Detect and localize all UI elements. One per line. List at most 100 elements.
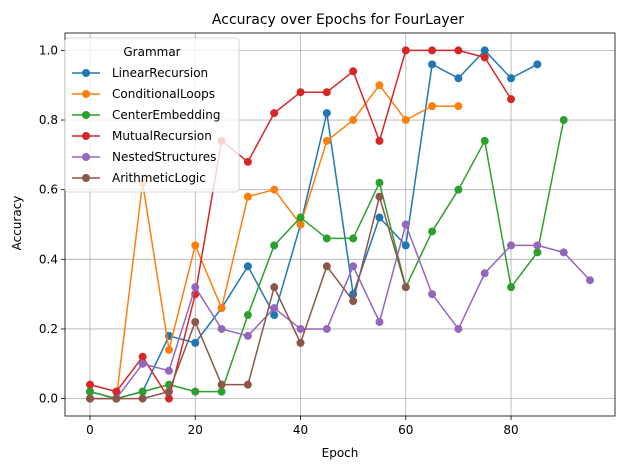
data-point-center-embedding — [480, 136, 489, 145]
y-tick-label: 0.2 — [39, 322, 58, 336]
legend-marker-conditional-loops — [82, 90, 90, 98]
data-point-linear-recursion — [243, 262, 252, 271]
data-point-linear-recursion — [533, 60, 542, 69]
data-point-conditional-loops — [428, 102, 437, 111]
data-point-linear-recursion — [322, 109, 331, 118]
series-line-linear-recursion — [89, 49, 538, 400]
data-point-linear-recursion — [191, 338, 200, 347]
data-point-arithmetic-logic — [138, 394, 147, 403]
legend-entry-arithmetic-logic: ArithmeticLogic — [72, 171, 206, 185]
legend-label-arithmetic-logic: ArithmeticLogic — [112, 171, 206, 185]
x-tick-label: 0 — [86, 423, 94, 437]
data-point-nested-structures — [507, 241, 516, 250]
series-nested-structures — [86, 220, 594, 403]
data-point-conditional-loops — [375, 81, 384, 90]
x-tick-label: 80 — [503, 423, 518, 437]
data-point-nested-structures — [243, 331, 252, 340]
data-point-arithmetic-logic — [401, 283, 410, 292]
legend-entry-mutual-recursion: MutualRecursion — [72, 129, 212, 143]
legend-marker-nested-structures — [82, 153, 90, 161]
legend-label-nested-structures: NestedStructures — [112, 150, 216, 164]
data-point-mutual-recursion — [428, 46, 437, 55]
data-point-nested-structures — [428, 290, 437, 299]
data-point-arithmetic-logic — [375, 192, 384, 201]
legend-label-center-embedding: CenterEmbedding — [112, 108, 220, 122]
legend-marker-linear-recursion — [82, 69, 90, 77]
legend-marker-mutual-recursion — [82, 132, 90, 140]
data-point-conditional-loops — [243, 192, 252, 201]
data-point-nested-structures — [296, 324, 305, 333]
data-point-center-embedding — [428, 227, 437, 236]
legend-label-mutual-recursion: MutualRecursion — [112, 129, 212, 143]
y-tick-label: 0.6 — [39, 183, 58, 197]
x-tick-label: 20 — [188, 423, 203, 437]
legend-label-conditional-loops: ConditionalLoops — [112, 87, 215, 101]
data-point-center-embedding — [191, 387, 200, 396]
data-point-arithmetic-logic — [164, 387, 173, 396]
legend-marker-center-embedding — [82, 111, 90, 119]
data-point-linear-recursion — [428, 60, 437, 69]
data-point-nested-structures — [586, 276, 594, 285]
series-mutual-recursion — [86, 46, 516, 403]
data-point-arithmetic-logic — [112, 394, 121, 403]
data-point-center-embedding — [349, 234, 358, 243]
data-point-nested-structures — [454, 324, 463, 333]
data-point-center-embedding — [533, 248, 542, 257]
data-point-conditional-loops — [454, 102, 463, 111]
legend-label-linear-recursion: LinearRecursion — [112, 66, 208, 80]
data-point-conditional-loops — [217, 304, 226, 313]
data-point-conditional-loops — [322, 136, 331, 145]
data-point-mutual-recursion — [164, 394, 173, 403]
data-point-center-embedding — [322, 234, 331, 243]
legend-marker-arithmetic-logic — [82, 174, 90, 182]
data-point-arithmetic-logic — [191, 317, 200, 326]
data-point-nested-structures — [349, 262, 358, 271]
data-point-center-embedding — [270, 241, 279, 250]
data-point-arithmetic-logic — [349, 297, 358, 306]
data-point-arithmetic-logic — [86, 394, 94, 403]
data-point-linear-recursion — [480, 46, 489, 55]
legend-entries: LinearRecursion ConditionalLoops CenterEmb… — [72, 66, 220, 185]
data-point-nested-structures — [375, 317, 384, 326]
data-point-mutual-recursion — [375, 136, 384, 145]
y-tick-label: 0.8 — [39, 113, 58, 127]
data-point-nested-structures — [533, 241, 542, 250]
data-point-arithmetic-logic — [270, 283, 279, 292]
data-point-center-embedding — [375, 178, 384, 187]
series-arithmetic-logic — [86, 192, 410, 403]
data-point-center-embedding — [296, 213, 305, 222]
data-point-linear-recursion — [507, 74, 516, 83]
data-point-linear-recursion — [270, 311, 279, 320]
legend-entry-conditional-loops: ConditionalLoops — [72, 87, 215, 101]
data-point-nested-structures — [191, 283, 200, 292]
data-point-linear-recursion — [454, 74, 463, 83]
data-point-nested-structures — [322, 324, 331, 333]
data-point-center-embedding — [217, 387, 226, 396]
legend-entry-nested-structures: NestedStructures — [72, 150, 216, 164]
x-tick-label: 40 — [293, 423, 308, 437]
data-point-mutual-recursion — [270, 109, 279, 118]
data-point-conditional-loops — [164, 345, 173, 354]
chart-title: Accuracy over Epochs for FourLayer — [212, 12, 464, 28]
data-point-center-embedding — [454, 185, 463, 194]
plot-area-frame — [64, 32, 616, 417]
data-point-mutual-recursion — [454, 46, 463, 55]
data-point-conditional-loops — [401, 116, 410, 125]
data-point-mutual-recursion — [296, 88, 305, 97]
data-point-nested-structures — [164, 366, 173, 375]
data-point-center-embedding — [138, 387, 147, 396]
data-point-nested-structures — [217, 324, 226, 333]
legend: Grammar LinearRecursion ConditionalLoops C… — [64, 37, 240, 193]
y-tick-label: 0.0 — [39, 392, 58, 406]
data-point-nested-structures — [480, 269, 489, 278]
axis-ticks: 0 20 40 60 80 0.0 0.2 0.4 0.6 0.8 1.0 — [39, 43, 519, 437]
data-point-nested-structures — [401, 220, 410, 229]
data-point-nested-structures — [270, 304, 279, 313]
series-line-nested-structures — [90, 223, 591, 400]
data-point-nested-structures — [138, 359, 147, 368]
y-tick-label: 0.4 — [39, 252, 58, 266]
data-point-center-embedding — [243, 311, 252, 320]
legend-entry-linear-recursion: LinearRecursion — [72, 66, 208, 80]
legend-entry-center-embedding: CenterEmbedding — [72, 108, 220, 122]
data-point-conditional-loops — [296, 220, 305, 229]
